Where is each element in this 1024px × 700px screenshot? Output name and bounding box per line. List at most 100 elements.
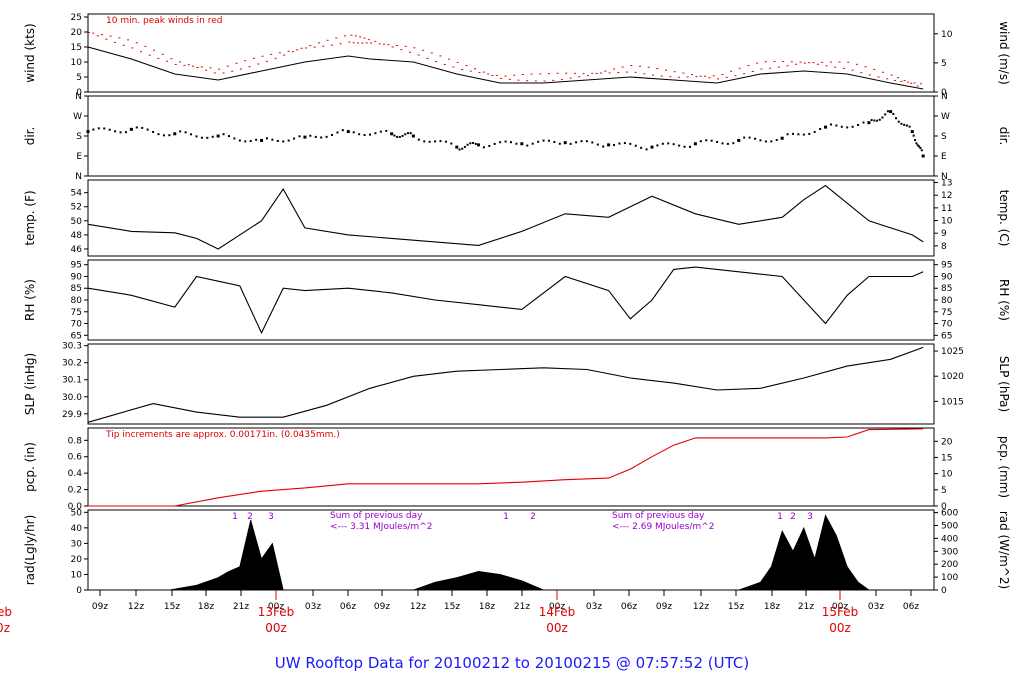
- left-tick-label: N: [75, 92, 82, 102]
- data-point: [495, 74, 498, 76]
- left-tick-label: 50: [71, 508, 83, 518]
- radiation-marker: 1: [232, 512, 238, 522]
- hour-tick-label: 03z: [868, 602, 884, 612]
- data-point: [699, 140, 702, 143]
- data-point: [780, 136, 784, 140]
- data-point: [122, 44, 125, 46]
- hour-tick-label: 15z: [164, 602, 180, 612]
- data-point: [537, 140, 540, 143]
- right-tick-label: 11: [941, 204, 952, 214]
- left-axis-label: rad(Lgly/hr): [23, 515, 37, 586]
- data-point: [274, 57, 277, 59]
- left-axis-label: SLP (inHg): [23, 353, 37, 415]
- data-point: [595, 72, 598, 74]
- data-point: [127, 39, 130, 41]
- data-point: [860, 72, 863, 74]
- data-point: [910, 130, 914, 134]
- right-axis-label: temp. (C): [997, 190, 1011, 247]
- data-point: [222, 72, 225, 74]
- left-tick-label: 0: [76, 88, 82, 98]
- data-point: [146, 128, 149, 131]
- data-point: [348, 41, 351, 43]
- data-point: [161, 53, 164, 55]
- panel-frame: [87, 95, 935, 177]
- data-point: [504, 140, 507, 143]
- data-point: [812, 62, 815, 64]
- data-point: [835, 124, 838, 127]
- left-tick-label: 54: [71, 189, 83, 199]
- right-axis-label: RH (%): [997, 279, 1011, 321]
- data-point: [575, 141, 578, 144]
- data-point: [585, 140, 588, 143]
- data-point: [819, 127, 822, 130]
- left-tick-label: 50: [71, 217, 83, 227]
- left-tick-label: 30.2: [62, 359, 82, 369]
- data-point: [430, 52, 433, 54]
- data-point: [686, 76, 689, 78]
- right-axis-label: rad (W/m^2): [997, 511, 1011, 589]
- right-axis-label: wind (m/s): [997, 21, 1011, 85]
- data-point: [754, 137, 757, 140]
- data-point: [734, 75, 737, 77]
- data-point: [591, 72, 594, 74]
- data-point: [187, 64, 190, 66]
- data-point: [517, 79, 520, 81]
- data-point: [786, 65, 789, 67]
- data-point: [487, 73, 490, 75]
- data-point: [409, 51, 412, 53]
- data-point: [673, 71, 676, 73]
- data-point: [478, 72, 481, 74]
- right-tick-label: 12: [941, 191, 952, 201]
- data-point: [683, 145, 686, 148]
- radiation-marker: 3: [807, 512, 813, 522]
- hour-tick-label: 15z: [444, 602, 460, 612]
- data-point: [688, 145, 691, 148]
- data-point: [526, 144, 529, 147]
- data-point: [602, 145, 605, 148]
- right-tick-label: 20: [941, 437, 953, 447]
- data-point: [352, 131, 355, 134]
- data-point: [669, 76, 672, 78]
- data-point: [378, 43, 381, 45]
- radiation-marker: 2: [530, 512, 536, 522]
- data-point: [829, 123, 832, 126]
- data-point: [721, 142, 724, 145]
- data-point: [743, 73, 746, 75]
- hour-tick-label: 09z: [656, 602, 672, 612]
- data-point: [908, 125, 911, 128]
- data-point: [404, 133, 407, 136]
- data-point: [878, 118, 881, 121]
- data-point: [135, 42, 138, 44]
- left-tick-label: 85: [71, 284, 82, 294]
- data-point: [461, 68, 464, 70]
- data-point: [900, 80, 903, 82]
- data-point: [777, 66, 780, 68]
- data-point: [732, 142, 735, 145]
- data-point: [97, 127, 100, 130]
- left-tick-label: 20: [71, 555, 83, 565]
- left-tick-label: 29.9: [62, 410, 82, 420]
- right-tick-label: 10: [941, 30, 953, 40]
- data-point: [552, 79, 555, 81]
- left-axis-label: RH (%): [23, 279, 37, 321]
- data-point: [764, 61, 767, 63]
- data-point: [411, 134, 415, 138]
- data-point: [92, 128, 95, 131]
- data-point: [190, 133, 193, 136]
- data-point: [231, 70, 234, 72]
- data-point: [239, 68, 242, 70]
- right-tick-label: 200: [941, 560, 958, 570]
- data-point: [466, 143, 469, 146]
- right-tick-label: 1020: [941, 372, 964, 382]
- data-point: [249, 140, 252, 143]
- data-point: [920, 149, 923, 152]
- data-point: [756, 62, 759, 64]
- data-point: [216, 134, 220, 138]
- data-point: [393, 134, 396, 137]
- left-tick-label: 90: [71, 272, 83, 282]
- data-point: [152, 130, 155, 133]
- right-tick-label: 0: [941, 586, 947, 596]
- data-point: [691, 74, 694, 76]
- data-point: [365, 42, 368, 44]
- panel-frame: [87, 343, 935, 425]
